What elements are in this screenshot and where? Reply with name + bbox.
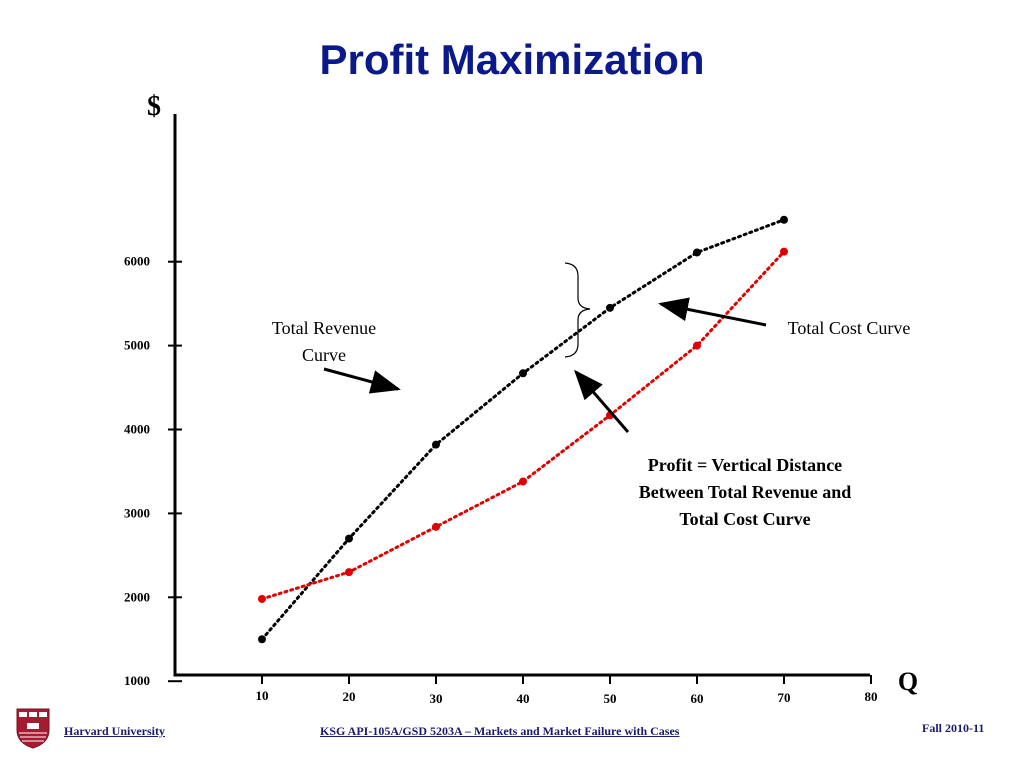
profit-note-line3: Total Cost Curve [679,509,810,529]
revenue-point [345,534,353,543]
profit-brace [564,262,591,358]
cost-point [693,341,701,350]
cost-point [345,568,353,577]
footer-course: KSG API-105A/GSD 5203A – Markets and Mar… [320,724,680,738]
y-tick-label: 3000 [124,505,150,520]
footer-university: Harvard University [64,724,165,738]
cost-point [519,477,527,486]
harvard-shield-logo [16,708,50,749]
y-tick-label: 1000 [124,673,150,688]
profit-arrow [574,369,630,433]
x-tick-label: 70 [778,690,791,705]
revenue-point [258,635,266,644]
footer-term: Fall 2010-11 [922,721,985,735]
revenue-point [432,440,440,449]
profit-note-line1: Profit = Vertical Distance [648,455,842,475]
x-tick-label: 20 [343,689,356,704]
x-tick-label: 40 [517,691,530,706]
revenue-arrow [323,367,401,394]
cost-point [258,594,266,603]
revenue-point [780,215,788,224]
revenue-curve-label-line2: Curve [302,345,346,365]
revenue-point [606,303,614,312]
revenue-point [693,248,701,257]
x-tick-label: 10 [256,688,269,703]
slide-title: Profit Maximization [319,36,705,83]
chart-axes [173,114,870,677]
x-tick-label: 50 [604,691,617,706]
cost-arrow [658,297,767,327]
y-tick-label: 2000 [124,589,150,604]
revenue-curve-label-line1: Total Revenue [272,318,376,338]
x-tick-label: 80 [865,689,878,704]
chart-ticks: 10 20 30 40 50 60 70 80 1000 2000 3000 4000 5000 6000 [124,254,878,706]
chart-series [258,215,788,644]
x-tick-label: 30 [430,691,443,706]
y-tick-label: 4000 [124,422,150,437]
revenue-point [519,369,527,378]
y-tick-label: 6000 [124,254,150,269]
x-axis-label: Q [898,667,918,696]
x-tick-label: 60 [691,691,704,706]
cost-point [432,522,440,531]
y-axis-label: $ [147,91,161,122]
y-tick-label: 5000 [124,338,150,353]
cost-curve-label: Total Cost Curve [788,318,911,338]
profit-note-line2: Between Total Revenue and [639,482,852,502]
total-revenue-line [260,218,786,641]
cost-point [780,247,788,256]
